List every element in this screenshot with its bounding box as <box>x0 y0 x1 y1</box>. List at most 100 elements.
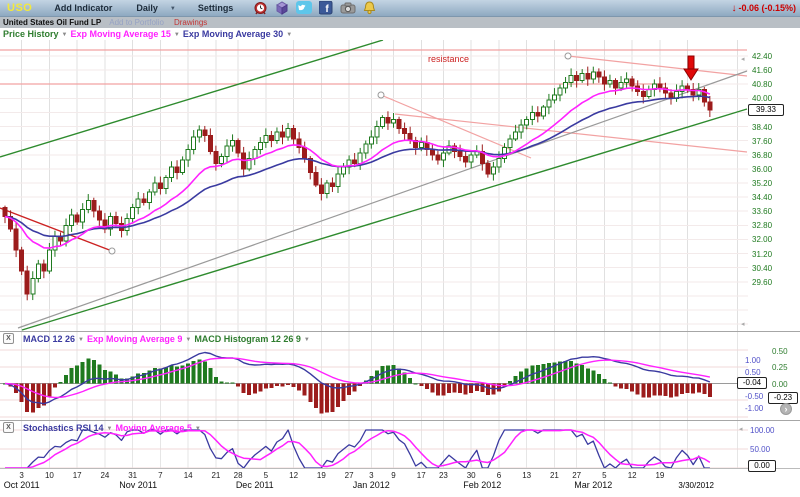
last-price-box: 39.33 <box>748 104 784 116</box>
macd-histogram-dropdown[interactable]: MACD Histogram 12 26 9 <box>194 334 310 344</box>
x-axis-month: Oct 2011 <box>3 480 40 490</box>
fund-name: United States Oil Fund LP <box>3 18 102 27</box>
facebook-icon[interactable]: f <box>319 1 333 15</box>
axis-handle-icon[interactable]: ◂ <box>739 426 743 433</box>
macd-hist-axis-label: 0.25 <box>772 363 788 372</box>
twitter-icon[interactable] <box>296 1 313 15</box>
settings-menu[interactable]: Settings <box>197 3 234 13</box>
x-axis-tick: 19 <box>316 471 326 480</box>
ticker-symbol[interactable]: USO <box>7 2 33 14</box>
macd-hist-value-box: -0.23 <box>768 392 798 404</box>
stoch-ma-dropdown[interactable]: Moving Average 5 <box>116 423 201 433</box>
x-axis-tick: 12 <box>289 471 299 480</box>
x-axis-tick: 31 <box>128 471 138 480</box>
price-axis-label: 37.60 <box>752 136 773 146</box>
svg-text:f: f <box>326 4 330 15</box>
ema15-dropdown[interactable]: Exp Moving Average 15 <box>70 29 179 39</box>
change-value: -0.06 (-0.15%) <box>738 3 796 13</box>
x-axis-tick: 27 <box>572 471 582 480</box>
x-axis-month: Mar 2012 <box>574 480 613 490</box>
macd-signal-dropdown[interactable]: Exp Moving Average 9 <box>87 334 191 344</box>
x-axis-tick: 17 <box>416 471 426 480</box>
x-axis-tick: 17 <box>72 471 82 480</box>
price-axis-label: 35.20 <box>752 179 773 188</box>
x-axis-tick: 30 <box>466 471 476 480</box>
stoch-legend: X Stochastics RSI 14 Moving Average 5 <box>3 422 201 433</box>
x-axis-tick: 6 <box>496 471 502 480</box>
price-axis-label: 42.40 <box>752 52 773 61</box>
cube-icon[interactable] <box>275 1 289 15</box>
x-axis-month: Jan 2012 <box>352 480 390 490</box>
panel-separator[interactable] <box>0 420 800 421</box>
scroll-next-icon[interactable]: › <box>780 403 792 415</box>
axis-separator <box>0 468 800 469</box>
price-history-dropdown[interactable]: Price History <box>3 29 67 39</box>
macd-line-axis-label: 0.50 <box>745 367 761 377</box>
x-axis-tick: 27 <box>344 471 354 480</box>
x-axis-tick: 14 <box>183 471 193 480</box>
price-axis-label: 36.80 <box>752 150 773 160</box>
macd-dropdown[interactable]: MACD 12 26 <box>23 334 84 344</box>
stoch-close-button[interactable]: X <box>3 422 14 433</box>
x-axis-tick: 13 <box>522 471 532 480</box>
x-axis-month: Feb 2012 <box>463 480 502 490</box>
add-to-portfolio-link[interactable]: Add to Portfolio <box>109 18 164 27</box>
macd-plot[interactable] <box>0 332 748 420</box>
toolbar-icons: f <box>253 1 376 15</box>
toolbar: USO Add Indicator Daily Settings <box>0 0 800 17</box>
price-axis-label: 32.00 <box>752 235 773 245</box>
x-axis-tick: 23 <box>438 471 448 480</box>
price-axis-label: 34.40 <box>752 193 773 203</box>
main-chart-legend: Price History Exp Moving Average 15 Exp … <box>3 29 292 39</box>
x-axis-tick: 5 <box>263 471 269 480</box>
price-axis-label: 31.20 <box>752 249 773 259</box>
resistance-annotation[interactable]: resistance <box>428 54 470 64</box>
stoch-axis-label: 50.00 <box>750 445 771 454</box>
panel-separator[interactable] <box>0 331 800 332</box>
price-axis-label: 36.00 <box>752 164 773 174</box>
x-axis-tick: 7 <box>158 471 163 480</box>
macd-line-axis-label: -0.50 <box>745 391 764 401</box>
x-axis-month: Nov 2011 <box>119 480 158 490</box>
x-axis-tick: 10 <box>44 471 54 480</box>
macd-hist-axis-label: 0.00 <box>772 379 788 389</box>
price-axis-label: 32.80 <box>752 221 773 231</box>
price-axis-label: 41.60 <box>752 66 773 76</box>
x-axis-tick: 5 <box>602 471 607 480</box>
x-axis-tick: 3 <box>369 471 374 480</box>
add-indicator-menu[interactable]: Add Indicator <box>54 3 113 13</box>
macd-line-axis-label: 1.00 <box>745 355 761 365</box>
macd-hist-axis-label: 0.50 <box>772 346 788 356</box>
stoch-value-box: 0.00 <box>748 460 776 472</box>
camera-icon[interactable] <box>340 1 356 15</box>
macd-close-button[interactable]: X <box>3 333 14 344</box>
drawings-link[interactable]: Drawings <box>173 18 208 27</box>
x-axis-month: Dec 2011 <box>235 480 274 490</box>
down-arrow-icon: ↓ <box>731 2 737 14</box>
x-axis-tick: 28 <box>233 471 243 480</box>
stoch-rsi-dropdown[interactable]: Stochastics RSI 14 <box>23 423 113 433</box>
ema30-dropdown[interactable]: Exp Moving Average 30 <box>183 29 292 39</box>
price-axis-label: 40.00 <box>752 94 773 104</box>
x-axis-tick: 19 <box>655 471 665 480</box>
bell-icon[interactable] <box>363 1 376 15</box>
main-price-plot[interactable] <box>0 40 748 331</box>
price-change: ↓ -0.06 (-0.15%) <box>731 3 796 14</box>
x-axis-tick: 3 <box>19 471 24 480</box>
price-axis-label: 40.80 <box>752 80 773 90</box>
axis-handle-icon[interactable]: ◂ <box>741 56 745 63</box>
x-axis-tick: 21 <box>211 471 221 480</box>
price-axis-label: 33.60 <box>752 207 773 217</box>
macd-line-axis-label: -1.00 <box>745 403 764 413</box>
alarm-icon[interactable] <box>253 1 268 15</box>
end-date-label: 3/30/2012 <box>678 481 714 490</box>
x-axis-tick: 24 <box>100 471 110 480</box>
timeframe-dropdown[interactable]: Daily <box>136 3 175 13</box>
axis-handle-icon[interactable]: ◂ <box>741 321 745 328</box>
stoch-axis-label: 100.00 <box>750 426 775 435</box>
symbol-subbar: United States Oil Fund LP Add to Portfol… <box>0 17 800 28</box>
x-axis-tick: 12 <box>627 471 637 480</box>
x-axis-tick: 9 <box>391 471 396 480</box>
macd-legend: X MACD 12 26 Exp Moving Average 9 MACD H… <box>3 333 310 344</box>
